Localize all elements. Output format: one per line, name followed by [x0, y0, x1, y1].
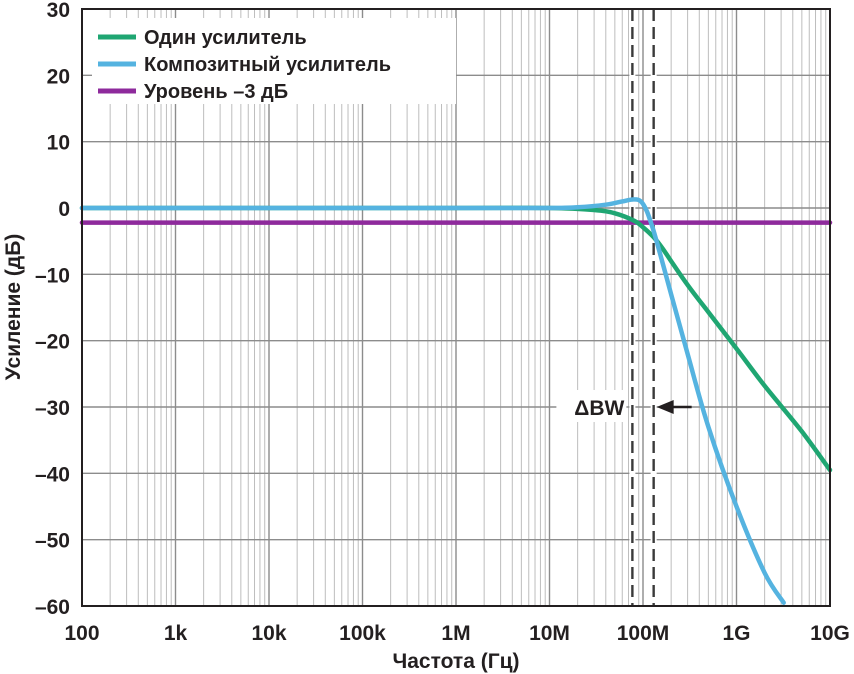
y-tick-label: –60: [35, 596, 70, 619]
x-tick-label: 100k: [339, 622, 386, 645]
legend-item-single-amplifier-label: Один усилитель: [144, 27, 307, 49]
x-tick-label: 100M: [617, 622, 670, 645]
y-tick-label: 20: [47, 65, 70, 88]
annotation-background: [556, 390, 627, 422]
x-tick-label: 1M: [441, 622, 470, 645]
delta-bw-label: ΔBW: [574, 397, 624, 420]
x-tick-label: 10G: [810, 622, 850, 645]
y-tick-label: –30: [35, 397, 70, 420]
x-tick-label: 10M: [529, 622, 570, 645]
x-tick-label: 1G: [722, 622, 750, 645]
x-tick-label: 1k: [164, 622, 188, 645]
series-lines: [79, 197, 833, 605]
x-axis-ticks: 100 1k 10k 100k 1M 10M 100M 1G 10G: [64, 622, 849, 645]
x-axis-label: Частота (Гц): [392, 650, 519, 673]
legend-item-minus-3db-label: Уровень –3 дБ: [144, 81, 288, 103]
y-tick-label: –10: [35, 264, 70, 287]
legend-item-composite-amplifier-label: Композитный усилитель: [144, 54, 391, 76]
y-tick-label: 30: [47, 0, 70, 22]
plot-frame: [81, 8, 831, 607]
y-tick-label: 10: [47, 132, 70, 155]
y-tick-label: –20: [35, 331, 70, 354]
x-tick-label: 100: [64, 622, 99, 645]
delta-bw-arrow-head: [656, 400, 674, 414]
x-tick-label: 10k: [251, 622, 286, 645]
y-tick-label: –40: [35, 463, 70, 486]
y-axis-label: Усиление (дБ): [2, 234, 25, 381]
legend: Один усилитель Композитный усилитель Урове…: [92, 18, 456, 104]
legend-background: [92, 18, 456, 104]
composite-amplifier-line: [79, 197, 786, 605]
y-tick-label: 0: [58, 198, 70, 221]
delta-bw-annotation: ΔBW: [556, 390, 692, 422]
y-axis-ticks: 30 20 10 0 –10 –20 –30 –40 –50 –60: [35, 0, 70, 619]
bandwidth-markers: [629, 9, 657, 606]
y-tick-label: –50: [35, 530, 70, 553]
